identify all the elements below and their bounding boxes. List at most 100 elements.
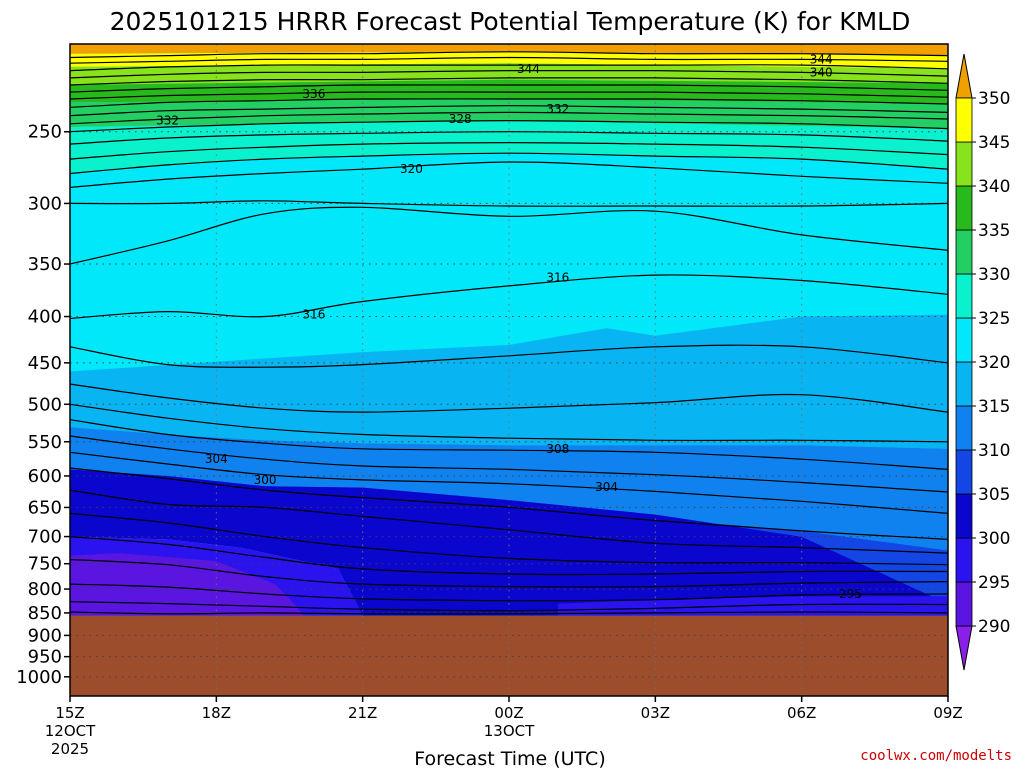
colorbar-tick-label: 310: [978, 441, 1010, 461]
credit-text: coolwx.com/modelts: [860, 748, 1012, 764]
isentrope-line: [70, 131, 948, 145]
x-axis-label: Forecast Time (UTC): [414, 748, 605, 768]
isentrope-line: [70, 84, 948, 93]
contour-label: 308: [546, 442, 569, 456]
x-tick-year: 2025: [51, 740, 89, 758]
y-tick-label: 450: [28, 353, 62, 374]
isentrope-line: [70, 141, 948, 160]
x-tick-label: 03Z: [641, 704, 670, 722]
colorbar-swatch: [955, 405, 973, 451]
fill-band: [70, 44, 948, 56]
colorbar-swatch: [955, 493, 973, 539]
contour-labels: 3443443403363323323283203163163083043043…: [156, 52, 862, 601]
contour-label: 304: [205, 452, 228, 466]
fill-band: [70, 427, 948, 551]
colorbar-tick-label: 350: [978, 89, 1010, 109]
y-tick-label: 800: [28, 579, 62, 600]
y-tick-label: 850: [28, 603, 62, 624]
y-tick-label: 250: [28, 122, 62, 143]
isentrope-line: [70, 489, 948, 554]
isentrope-line: [70, 56, 948, 64]
contour-label: 316: [302, 308, 325, 322]
contour-label: 328: [449, 112, 472, 126]
colorbar-swatch: [955, 449, 973, 495]
isentrope-line: [70, 451, 948, 514]
colorbar-tick-label: 325: [978, 309, 1010, 329]
isentrope-line: [70, 467, 948, 540]
contour-label: 295: [839, 587, 862, 601]
contour-label: 320: [400, 162, 423, 176]
colorbar-tick-label: 340: [978, 177, 1010, 197]
fill-band: [70, 314, 948, 449]
colorbar-tick-label: 320: [978, 353, 1010, 373]
y-tick-label: 700: [28, 527, 62, 548]
isentrope-line: [70, 111, 948, 125]
isentrope-line: [70, 69, 948, 79]
isentrope-line: [70, 105, 948, 117]
colorbar: 290 295 300 305 310 315 320 325 330 335 340 345 350: [955, 53, 1010, 671]
colorbar-swatch: [955, 581, 973, 627]
isentrope-line: [70, 274, 948, 320]
contour-label: 344: [810, 52, 833, 66]
colorbar-tick-label: 305: [978, 485, 1010, 505]
colorbar-tick-label: 335: [978, 221, 1010, 241]
y-tick-label: 650: [28, 497, 62, 518]
contour-label: 316: [546, 270, 569, 284]
contour-label: 344: [517, 62, 540, 76]
colorbar-tick-label: 300: [978, 529, 1010, 549]
y-tick-label: 1000: [16, 667, 62, 688]
colorbar-swatch: [955, 141, 973, 187]
isentrope-line: [70, 64, 948, 72]
colorbar-swatch: [955, 537, 973, 583]
fill-band: [70, 153, 948, 372]
isentrope-line: [70, 77, 948, 86]
y-tick-label: 550: [28, 432, 62, 453]
x-tick-date: 12OCT: [45, 722, 96, 740]
contour-label: 336: [302, 87, 325, 101]
y-tick-label: 400: [28, 307, 62, 328]
isentrope-line: [70, 152, 948, 175]
chart-title: 2025101215 HRRR Forecast Potential Tempe…: [110, 7, 911, 36]
colorbar-under-triangle: [955, 625, 973, 671]
x-tick-date: 13OCT: [484, 722, 535, 740]
colorbar-tick-label: 330: [978, 265, 1010, 285]
colorbar-tick-label: 290: [978, 617, 1010, 637]
y-tick-label: 900: [28, 625, 62, 646]
isentrope-line: [70, 583, 948, 602]
colorbar-swatch: [955, 273, 973, 319]
y-tick-label: 500: [28, 394, 62, 415]
y-tick-label: 750: [28, 554, 62, 575]
isentrope-line: [70, 419, 948, 470]
fill-band: [70, 99, 948, 129]
contour-label: 300: [254, 473, 277, 487]
colorbar-swatch: [955, 361, 973, 407]
x-tick-label: 21Z: [348, 704, 377, 722]
colorbar-tick-label: 295: [978, 573, 1010, 593]
colorbar-over-triangle: [955, 53, 973, 99]
y-tick-label: 600: [28, 466, 62, 487]
isentrope-line: [70, 601, 948, 612]
x-tick-label: 09Z: [933, 704, 962, 722]
isentrope-line: [70, 512, 948, 566]
contour-label: 340: [810, 65, 833, 79]
colorbar-tick-label: 345: [978, 133, 1010, 153]
y-tick-label: 300: [28, 193, 62, 214]
isentrope-line: [70, 383, 948, 413]
isentrope-line: [70, 119, 948, 133]
x-tick-label: 15Z: [55, 704, 84, 722]
isentrope-line: [70, 344, 948, 368]
isentrope-line: [70, 161, 948, 188]
fill-band: [70, 553, 305, 616]
isentrope-line: [70, 98, 948, 108]
isentrope-line: [70, 403, 948, 443]
colorbar-swatch: [955, 229, 973, 275]
isentrope-line: [70, 200, 948, 207]
colorbar-tick-label: 315: [978, 397, 1010, 417]
colorbar-swatch: [955, 185, 973, 231]
contour-label: 332: [156, 114, 179, 128]
y-tick-label: 350: [28, 254, 62, 275]
isentrope-line: [70, 536, 948, 576]
contour-label: 304: [595, 480, 618, 494]
x-tick-label: 18Z: [202, 704, 231, 722]
